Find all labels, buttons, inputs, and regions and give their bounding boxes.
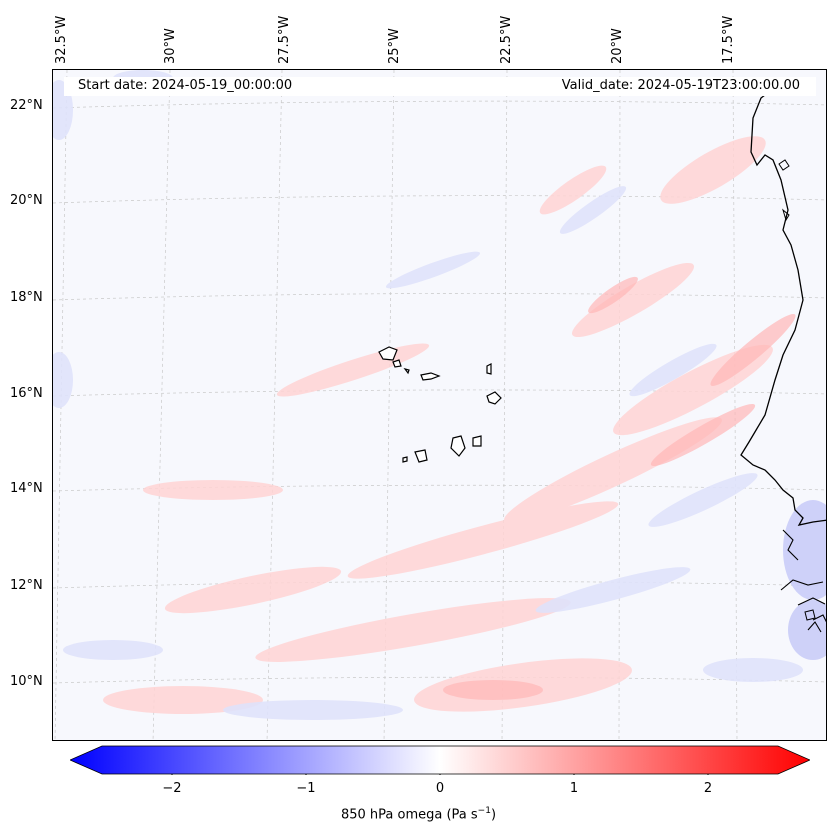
africa-coastline [740,91,826,526]
lon-label-30w: 30°W [163,28,178,64]
colorbar-tick-1: 1 [569,781,579,796]
lat-label-20n: 20°N [10,193,43,208]
lat-label-16n: 16°N [10,386,43,401]
start-date-label: Start date: 2024-05-19_00:00:00 [78,78,293,93]
colorbar-tick-0: 0 [435,781,445,796]
lon-label-25w: 25°W [387,28,402,64]
colorbar-tick-2: 2 [703,781,713,796]
coast-inlets [780,529,826,633]
lat-label-22n: 22°N [10,98,43,113]
lat-label-12n: 12°N [10,578,43,593]
valid-date-label: Valid_date: 2024-05-19T23:00:00.00 [561,78,800,93]
lon-label-20w: 20°W [610,28,625,64]
colorbar-tick-minus-2: −2 [162,781,182,796]
colorbar-label: 850 hPa omega (Pa s−1) [340,806,497,823]
positive-omega-areas [103,136,773,714]
valid-date-banner: Start date: 2024-05-19_00:00:00 Valid_da… [64,77,816,96]
graticule [53,70,826,740]
coastal-islands [778,159,816,621]
lon-label-17-5w: 17.5°W [721,15,736,64]
lon-label-32-5w: 32.5°W [54,15,69,64]
lon-label-27-5w: 27.5°W [277,15,292,64]
cape-verde-islands [378,346,502,463]
land-negative-omega [783,500,826,660]
map-frame [52,69,827,741]
strong-positive-omega-areas [443,276,796,700]
omega-field [53,70,826,740]
lat-label-14n: 14°N [10,481,43,496]
lat-label-10n: 10°N [10,674,43,689]
lat-label-18n: 18°N [10,290,43,305]
lon-label-22-5w: 22.5°W [499,15,514,64]
colorbar [70,745,810,775]
colorbar-tick-minus-1: −1 [296,781,316,796]
